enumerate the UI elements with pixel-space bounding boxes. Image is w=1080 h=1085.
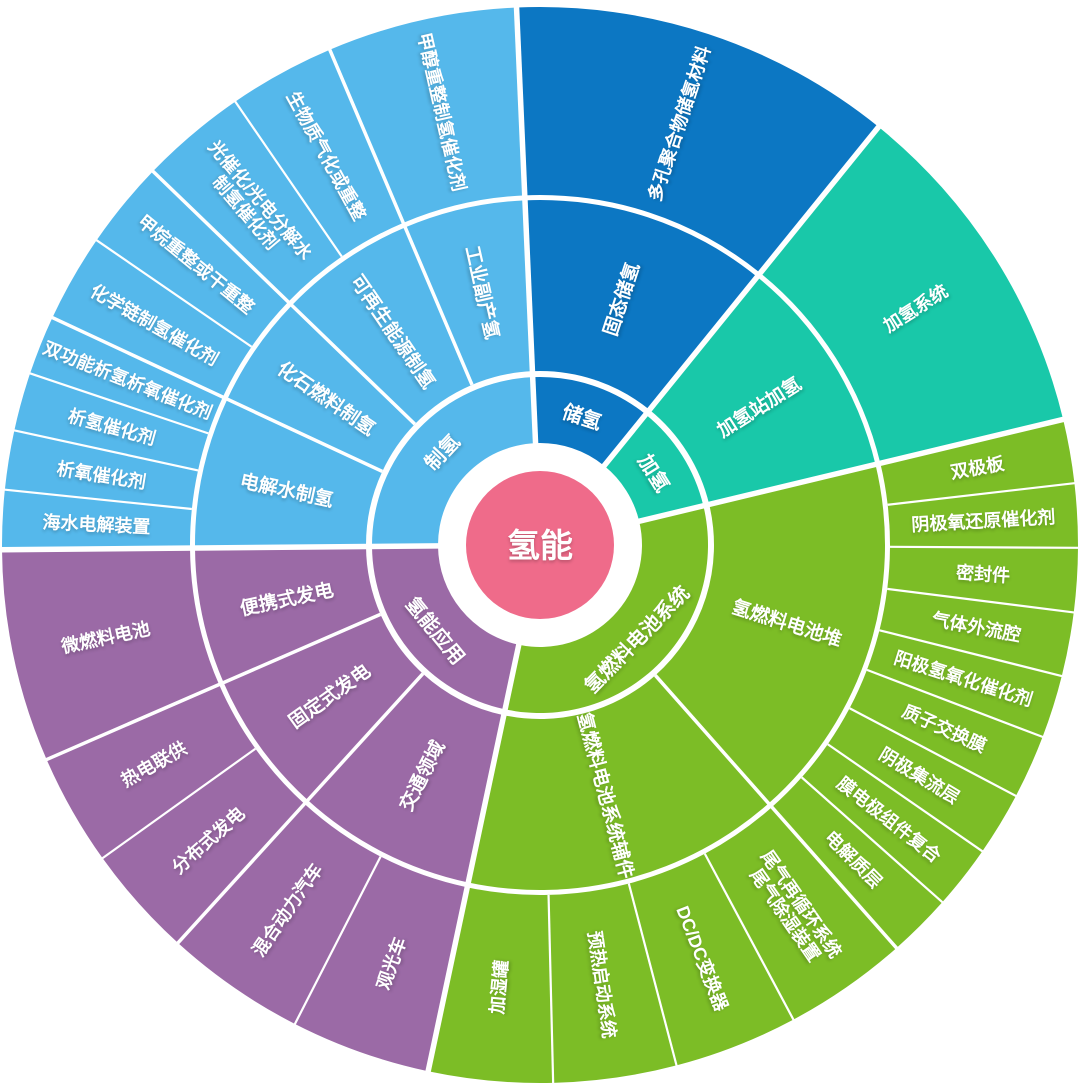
segment-separator bbox=[889, 545, 1079, 549]
segment-separator bbox=[703, 853, 795, 1021]
segment-separator bbox=[627, 883, 678, 1067]
segment-阴极集流层[interactable] bbox=[827, 708, 1016, 852]
segment-separator bbox=[513, 6, 539, 446]
segment-separator bbox=[887, 587, 1075, 614]
segment-separator bbox=[293, 856, 382, 1026]
segment-separator bbox=[45, 612, 382, 762]
segment-separator bbox=[425, 642, 522, 1073]
segment-label: 加湿罐 bbox=[486, 959, 512, 1016]
segment-化学链制氢催化剂[interactable] bbox=[52, 240, 252, 398]
segment-label: 海水电解装置 bbox=[42, 511, 151, 537]
segment-化石燃料制氢[interactable] bbox=[227, 305, 415, 472]
segment-separator bbox=[827, 743, 984, 853]
segment-separator bbox=[879, 629, 1064, 678]
center-label: 氢能 bbox=[507, 527, 573, 564]
segment-separator bbox=[636, 416, 1065, 525]
segment-分布式发电[interactable] bbox=[102, 748, 305, 943]
segment-制氢[interactable] bbox=[372, 377, 536, 547]
segment-加氢系统[interactable] bbox=[760, 126, 1064, 464]
segment-氢燃料电池堆[interactable] bbox=[655, 464, 886, 804]
segment-热电联供[interactable] bbox=[46, 684, 256, 859]
segment-可再生能源制氢[interactable] bbox=[291, 227, 473, 425]
segment-separator bbox=[3, 488, 192, 511]
segment-separator bbox=[151, 169, 417, 426]
center-circle[interactable] bbox=[466, 471, 614, 619]
segment-label: 密封件 bbox=[955, 562, 1010, 586]
segment-separator bbox=[887, 481, 1076, 506]
sunburst-center: 氢能 bbox=[466, 471, 614, 619]
segment-氢燃料电池系统[interactable] bbox=[505, 505, 709, 714]
segment-双极板[interactable] bbox=[880, 419, 1075, 505]
segment-尾气再循环系统-尾气除湿装置[interactable] bbox=[704, 807, 897, 1020]
segment-电解质层[interactable] bbox=[771, 777, 943, 948]
segment-观光车[interactable] bbox=[294, 856, 468, 1072]
segment-电解水制氢[interactable] bbox=[194, 399, 383, 549]
segment-甲烷重整或干重整[interactable] bbox=[96, 171, 289, 347]
segment-separator bbox=[600, 124, 882, 470]
sunburst-segments bbox=[1, 6, 1078, 1084]
segment-阳极氢氧化催化剂[interactable] bbox=[866, 630, 1062, 738]
segment-加氢站加氢[interactable] bbox=[649, 276, 876, 505]
segment-separator bbox=[101, 747, 257, 860]
segment-separator bbox=[28, 372, 209, 435]
segment-separator bbox=[849, 707, 1018, 798]
segment-混合动力汽车[interactable] bbox=[177, 803, 381, 1024]
segment-separator bbox=[547, 894, 555, 1084]
segment-气体外流腔[interactable] bbox=[879, 588, 1074, 676]
segment-光催化/光电分解水制氢催化剂[interactable] bbox=[153, 101, 342, 302]
segment-多孔聚合物储氢材料[interactable] bbox=[516, 6, 879, 273]
segment-交通领域[interactable] bbox=[307, 673, 504, 883]
sunburst-separators bbox=[0, 6, 1079, 1084]
segment-separator bbox=[800, 776, 944, 904]
segment-separator bbox=[866, 668, 1044, 739]
segment-固态储氢[interactable] bbox=[524, 200, 758, 410]
segment-甲醇重整制氢催化剂[interactable] bbox=[329, 7, 525, 223]
segment-析氢催化剂[interactable] bbox=[14, 373, 209, 471]
segment-生物质气化或重整[interactable] bbox=[235, 49, 404, 257]
segment-separator bbox=[175, 672, 425, 945]
segment-separator bbox=[50, 315, 384, 474]
segment-separator bbox=[13, 429, 199, 472]
segment-DC/DC变换器[interactable] bbox=[629, 853, 794, 1066]
segment-氢燃料电池系统辅件[interactable] bbox=[468, 675, 769, 890]
segment-密封件[interactable] bbox=[887, 546, 1078, 613]
segment-膜电极组件复合[interactable] bbox=[801, 744, 983, 903]
segment-separator bbox=[233, 100, 343, 258]
segment-加氢[interactable] bbox=[604, 414, 704, 522]
segment-separator bbox=[327, 48, 474, 386]
segment-双功能析氢析氧催化剂[interactable] bbox=[30, 317, 223, 434]
segment-固定式发电[interactable] bbox=[223, 614, 423, 801]
segment-预热启动系统[interactable] bbox=[548, 883, 677, 1083]
segment-析氧催化剂[interactable] bbox=[4, 430, 198, 510]
segment-储氢[interactable] bbox=[532, 376, 646, 466]
segment-separator bbox=[95, 238, 253, 348]
segment-工业副产氢[interactable] bbox=[405, 200, 533, 385]
segment-separator bbox=[0, 543, 441, 553]
segment-质子交换膜[interactable] bbox=[849, 670, 1043, 797]
segment-便携式发电[interactable] bbox=[195, 546, 381, 683]
segment-氢能应用[interactable] bbox=[372, 545, 519, 710]
segment-separator bbox=[653, 674, 899, 950]
